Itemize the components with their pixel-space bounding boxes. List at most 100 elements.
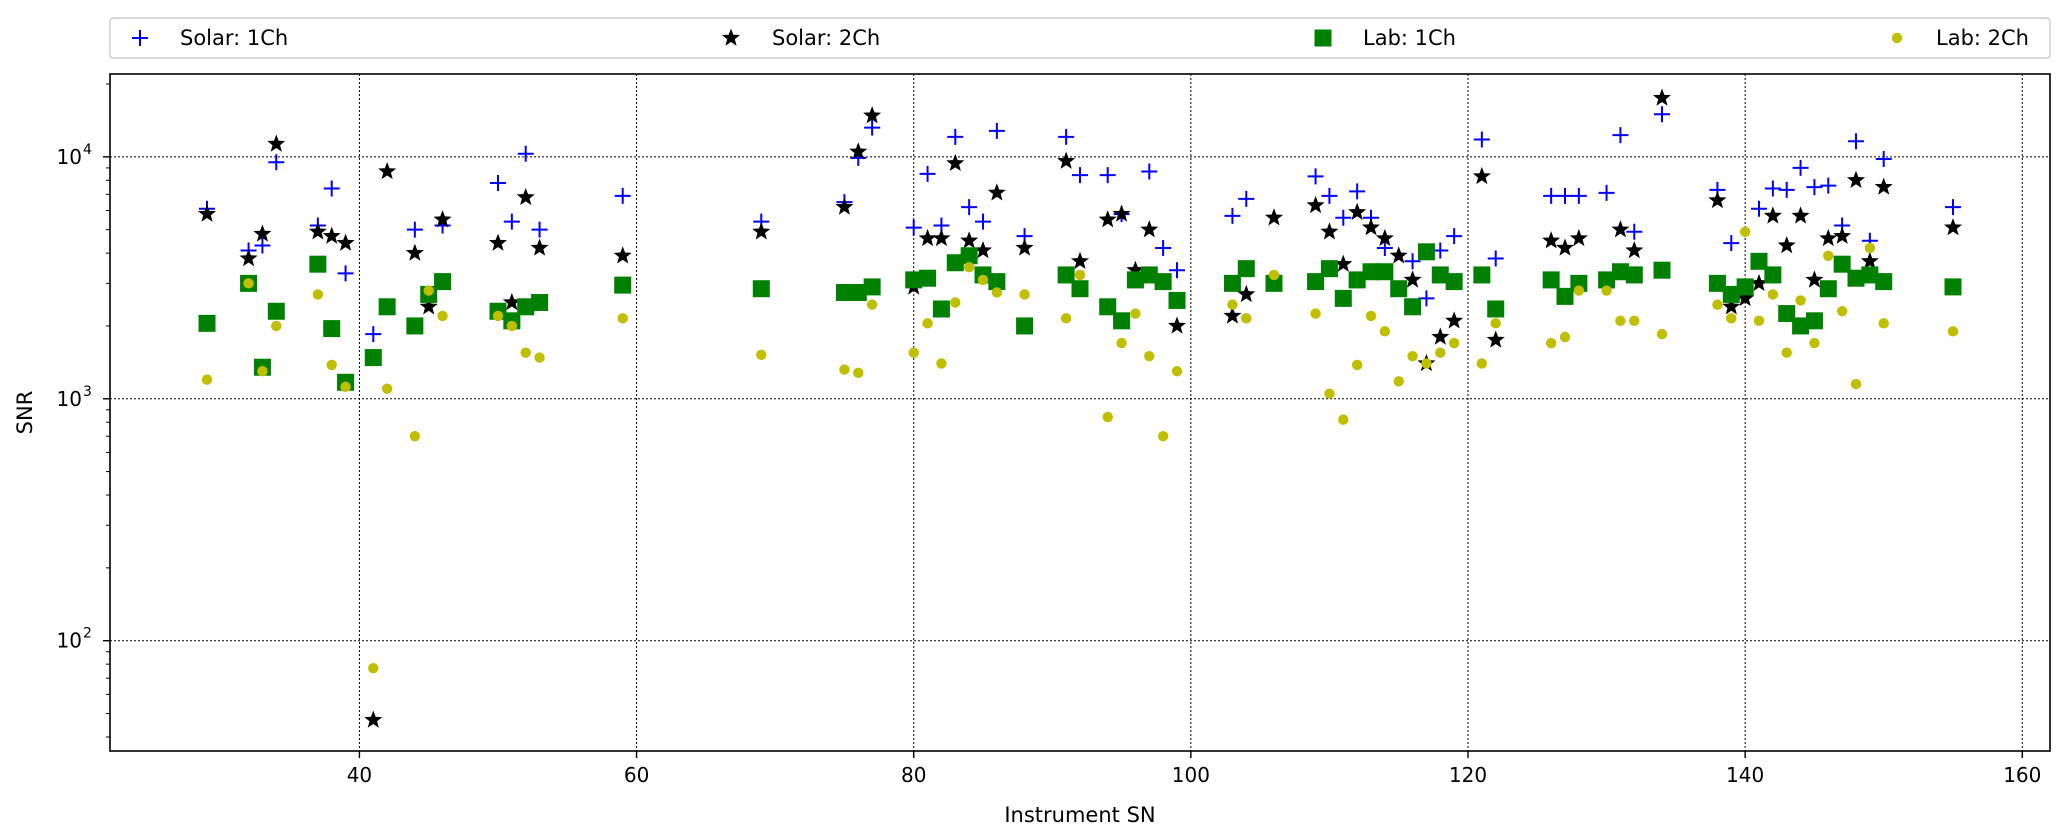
data-point-square	[1653, 261, 1671, 279]
data-point-star	[308, 222, 327, 240]
data-point-circle	[1878, 318, 1889, 329]
data-point-square	[1099, 298, 1117, 316]
data-point-star	[1833, 226, 1852, 244]
data-point-square	[517, 298, 535, 316]
data-point-plus	[1473, 131, 1490, 148]
data-point-square	[849, 283, 867, 301]
data-point-circle	[1836, 306, 1848, 317]
data-point-circle	[1559, 331, 1571, 343]
data-point-circle	[1767, 289, 1779, 300]
data-point-square	[1362, 263, 1380, 281]
data-point-circle	[1407, 350, 1418, 362]
data-point-square	[1265, 274, 1283, 292]
data-point-star	[1722, 297, 1741, 315]
x-tick-label: 140	[1726, 763, 1764, 787]
data-point-circle	[1102, 411, 1113, 423]
data-point-circle	[1379, 326, 1391, 337]
data-point-plus	[268, 154, 285, 171]
data-point-star	[1749, 273, 1769, 292]
data-point-square	[1113, 312, 1131, 330]
data-point-plus	[1321, 187, 1338, 204]
data-point-circle	[1324, 388, 1335, 399]
data-point-circle	[437, 310, 448, 322]
data-point-circle	[1144, 350, 1155, 362]
data-point-square	[198, 314, 216, 332]
data-point-circle	[1823, 250, 1834, 261]
data-point-star	[932, 228, 951, 247]
data-point-circle	[1421, 358, 1432, 369]
data-point-circle	[1781, 347, 1792, 358]
data-point-circle	[1351, 359, 1363, 371]
data-point-plus	[1432, 242, 1449, 259]
data-point-square	[946, 254, 964, 272]
data-point-circle	[1448, 337, 1460, 349]
data-point-circle	[1393, 376, 1404, 387]
data-point-plus	[1141, 163, 1158, 180]
data-point-circle	[1809, 337, 1820, 349]
data-point-square	[1445, 273, 1463, 291]
data-point-plus	[1792, 159, 1809, 176]
data-point-plus	[1072, 167, 1088, 184]
data-point-plus	[337, 265, 354, 282]
data-point-square	[1417, 243, 1435, 261]
data-point-plus	[1848, 133, 1864, 150]
data-point-star	[1361, 218, 1381, 236]
data-point-square	[752, 280, 770, 298]
data-point-star	[1112, 204, 1131, 222]
data-point-star	[378, 161, 397, 180]
data-point-star	[1708, 191, 1727, 209]
legend-marker-circle	[1891, 32, 1903, 44]
data-point-plus	[1404, 253, 1421, 270]
data-point-plus	[254, 237, 271, 254]
data-marks	[197, 88, 1963, 728]
data-point-square	[1570, 274, 1588, 292]
data-point-square	[1154, 273, 1172, 291]
data-point-square	[1598, 271, 1616, 289]
data-point-plus	[1764, 180, 1781, 197]
data-point-square	[1847, 269, 1865, 287]
data-point-star	[1070, 251, 1090, 269]
grid-lines	[110, 74, 2050, 751]
data-point-circle	[1712, 299, 1723, 310]
data-point-star	[752, 222, 771, 240]
data-point-star	[1569, 228, 1588, 247]
data-point-square	[932, 300, 950, 318]
data-point-circle	[381, 383, 393, 394]
data-point-circle	[1338, 414, 1349, 425]
data-point-circle	[1310, 308, 1321, 319]
data-point-square	[1057, 266, 1075, 284]
data-point-plus	[864, 119, 881, 136]
data-point-plus	[1723, 235, 1740, 252]
data-point-star	[849, 142, 868, 160]
data-point-plus	[988, 122, 1005, 139]
data-point-star	[516, 187, 535, 206]
data-point-circle	[1060, 313, 1072, 324]
data-point-plus	[975, 213, 991, 230]
data-point-star	[1320, 222, 1339, 240]
data-point-star	[1140, 220, 1159, 238]
data-point-circle	[853, 367, 864, 379]
data-point-square	[1473, 266, 1491, 284]
data-point-square	[1736, 278, 1754, 296]
data-point-star	[1126, 260, 1145, 278]
data-point-star	[1791, 206, 1810, 224]
data-point-square	[960, 247, 978, 265]
x-tick-label: 160	[2003, 763, 2041, 787]
data-point-circle	[1726, 313, 1737, 324]
data-point-square	[434, 273, 452, 291]
data-point-plus	[905, 219, 922, 236]
data-point-star	[1264, 208, 1284, 226]
data-point-plus	[531, 221, 548, 238]
data-point-star	[1389, 246, 1408, 264]
data-point-circle	[1157, 431, 1169, 442]
data-point-square	[1223, 274, 1241, 292]
data-point-plus	[919, 165, 936, 182]
series-circle	[201, 226, 1959, 674]
series-plus	[199, 106, 1961, 343]
data-point-plus	[1238, 190, 1255, 207]
data-point-circle	[839, 364, 850, 375]
legend-marker-star	[721, 28, 741, 46]
data-point-star	[433, 210, 452, 228]
